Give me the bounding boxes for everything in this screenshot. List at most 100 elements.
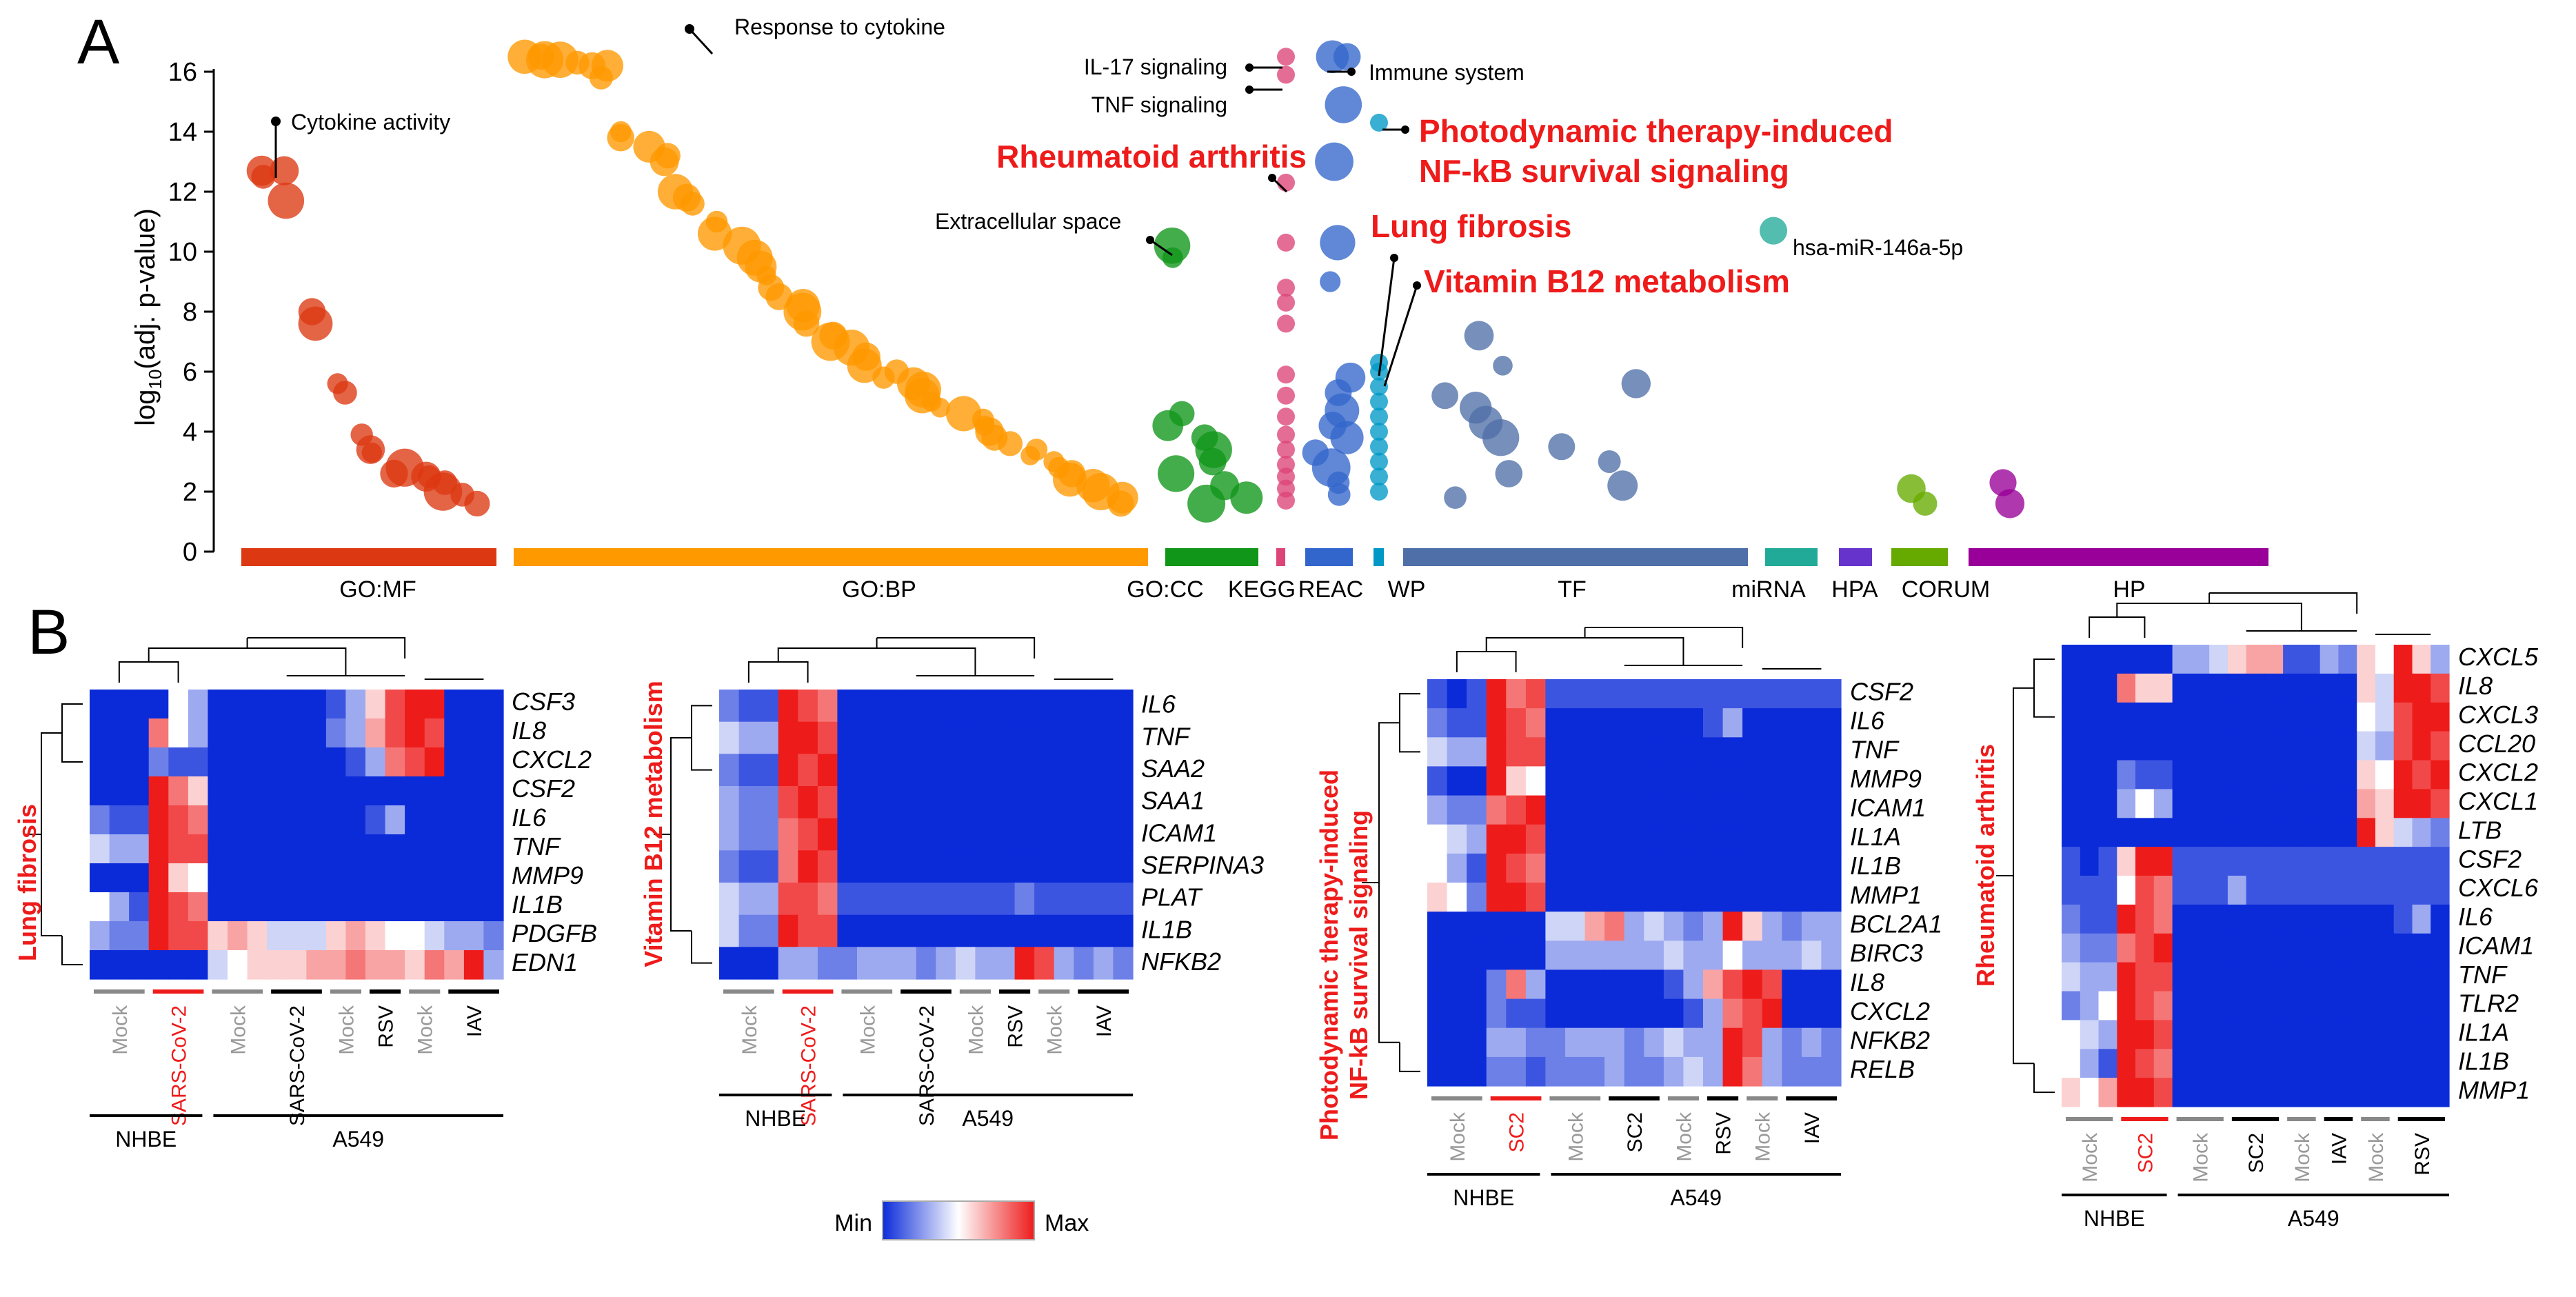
category-label: GO:MF — [339, 576, 416, 603]
heatmap-cell — [857, 914, 878, 947]
heatmap-cell — [247, 863, 268, 893]
gene-label: SAA1 — [1141, 787, 1205, 815]
heatmap-cell — [2320, 818, 2339, 847]
heatmap-cell — [1644, 998, 1664, 1029]
heatmap-cell — [2338, 645, 2357, 674]
heatmap-cell — [2431, 645, 2450, 674]
heatmap-cell — [2264, 876, 2284, 905]
heatmap-cell — [1447, 912, 1467, 941]
scatter-point — [930, 397, 950, 418]
heatmap-cell — [2357, 933, 2376, 963]
heatmap-cell — [876, 754, 897, 787]
scatter-point — [1370, 452, 1388, 471]
heatmap-cell — [109, 718, 130, 748]
scatter-point — [1330, 421, 1364, 454]
heatmap-cell — [1782, 795, 1802, 825]
heatmap-cell — [2264, 789, 2284, 818]
heatmap-cell — [758, 818, 779, 851]
heatmap-cell — [916, 914, 936, 947]
heatmap-cell — [1703, 737, 1724, 767]
heatmap-cell — [1525, 708, 1547, 738]
heatmap-cell — [2062, 1049, 2081, 1078]
heatmap-cell — [1447, 998, 1467, 1029]
heatmap-cell — [1074, 883, 1094, 916]
heatmap-cell — [876, 914, 897, 947]
scatter-point — [1370, 113, 1388, 132]
category-bar-go-cc — [1165, 548, 1258, 566]
heatmap-cell — [1722, 824, 1743, 854]
heatmap-cell — [306, 690, 327, 719]
y-axis-label: log10(adj. p-value) — [130, 208, 165, 426]
heatmap-cell — [2191, 673, 2210, 703]
heatmap-rheumatoid: CXCL5IL8CXCL3CCL20CXCL2CXCL1LTBCSF2CXCL6… — [1996, 592, 2539, 1231]
heatmap-cell — [2135, 1078, 2155, 1107]
heatmap-cell — [1486, 941, 1507, 970]
heatmap-cell — [1467, 912, 1487, 941]
heatmap-cell — [1703, 708, 1724, 738]
scatter-point — [1760, 217, 1787, 245]
heatmap-cell — [1782, 737, 1802, 767]
heatmap-cell — [483, 747, 504, 777]
group-label: Mock — [738, 1005, 761, 1055]
heatmap-cell — [109, 834, 130, 864]
heatmap-cell — [1545, 766, 1566, 796]
heatmap-cell — [2172, 645, 2191, 674]
heatmap-cell — [1525, 941, 1547, 970]
gene-label: IL1A — [2458, 1018, 2509, 1047]
heatmap-cell — [424, 892, 445, 922]
gene-label: IL6 — [1141, 690, 1176, 718]
heatmap-cell — [1545, 737, 1566, 767]
heatmap-cell — [1545, 941, 1566, 970]
heatmap-cell — [2412, 904, 2431, 934]
heatmap-cell — [719, 914, 740, 947]
heatmap-cell — [1506, 824, 1527, 854]
gene-label: CXCL2 — [1850, 997, 1930, 1025]
heatmap-cell — [936, 947, 956, 980]
heatmap-cell — [955, 721, 976, 754]
heatmap-cell — [2338, 962, 2357, 992]
scatter-point — [251, 164, 276, 189]
heatmap-cell — [1604, 1027, 1625, 1058]
heatmap-cell — [2062, 789, 2081, 818]
heatmap-cell — [738, 883, 759, 916]
heatmap-cell — [90, 834, 110, 864]
heatmap-cell — [2191, 702, 2210, 732]
heatmap-cell — [1644, 766, 1664, 796]
heatmap-cell — [2117, 1020, 2136, 1049]
heatmap-cell — [2117, 818, 2136, 847]
heatmap-cell — [837, 690, 858, 723]
heatmap-cell — [2320, 991, 2339, 1020]
heatmap-cell — [2080, 645, 2100, 674]
heatmap-cell — [325, 776, 347, 806]
heatmap-cell — [1722, 737, 1743, 767]
heatmap-cell — [2357, 991, 2376, 1020]
heatmap-cell — [1624, 912, 1644, 941]
heatmap-cell — [1663, 912, 1684, 941]
heatmap-cell — [385, 892, 405, 922]
heatmap-cell — [2431, 991, 2450, 1020]
heatmap-cell — [2320, 962, 2339, 992]
heatmap-cell — [365, 892, 386, 922]
heatmap-cell — [1093, 690, 1114, 723]
heatmap-cell — [916, 721, 936, 754]
heatmap-cell — [2098, 673, 2117, 703]
scatter-point — [1277, 386, 1295, 405]
heatmap-cell — [2301, 1049, 2321, 1078]
heatmap-cell — [1722, 912, 1743, 941]
heatmap-cell — [1762, 941, 1782, 970]
heatmap-cell — [1722, 708, 1743, 738]
heatmap-cell — [1663, 708, 1684, 738]
scatter-point — [1020, 445, 1040, 465]
heatmap-cell — [405, 863, 425, 893]
heatmap-cell — [2301, 731, 2321, 761]
heatmap-cell — [1624, 853, 1644, 883]
scatter-point — [1277, 492, 1295, 510]
heatmap-cell — [1604, 912, 1625, 941]
heatmap-cell — [2357, 789, 2376, 818]
heatmap-cell — [2153, 818, 2173, 847]
heatmap-cell — [385, 690, 405, 719]
heatmap-cell — [2246, 876, 2265, 905]
heatmap-cell — [758, 883, 779, 916]
heatmap-cell — [2117, 702, 2136, 732]
heatmap-cell — [1644, 679, 1664, 709]
